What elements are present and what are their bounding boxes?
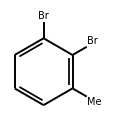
- Text: Br: Br: [87, 36, 98, 46]
- Text: Br: Br: [38, 11, 49, 21]
- Text: Me: Me: [87, 97, 102, 107]
